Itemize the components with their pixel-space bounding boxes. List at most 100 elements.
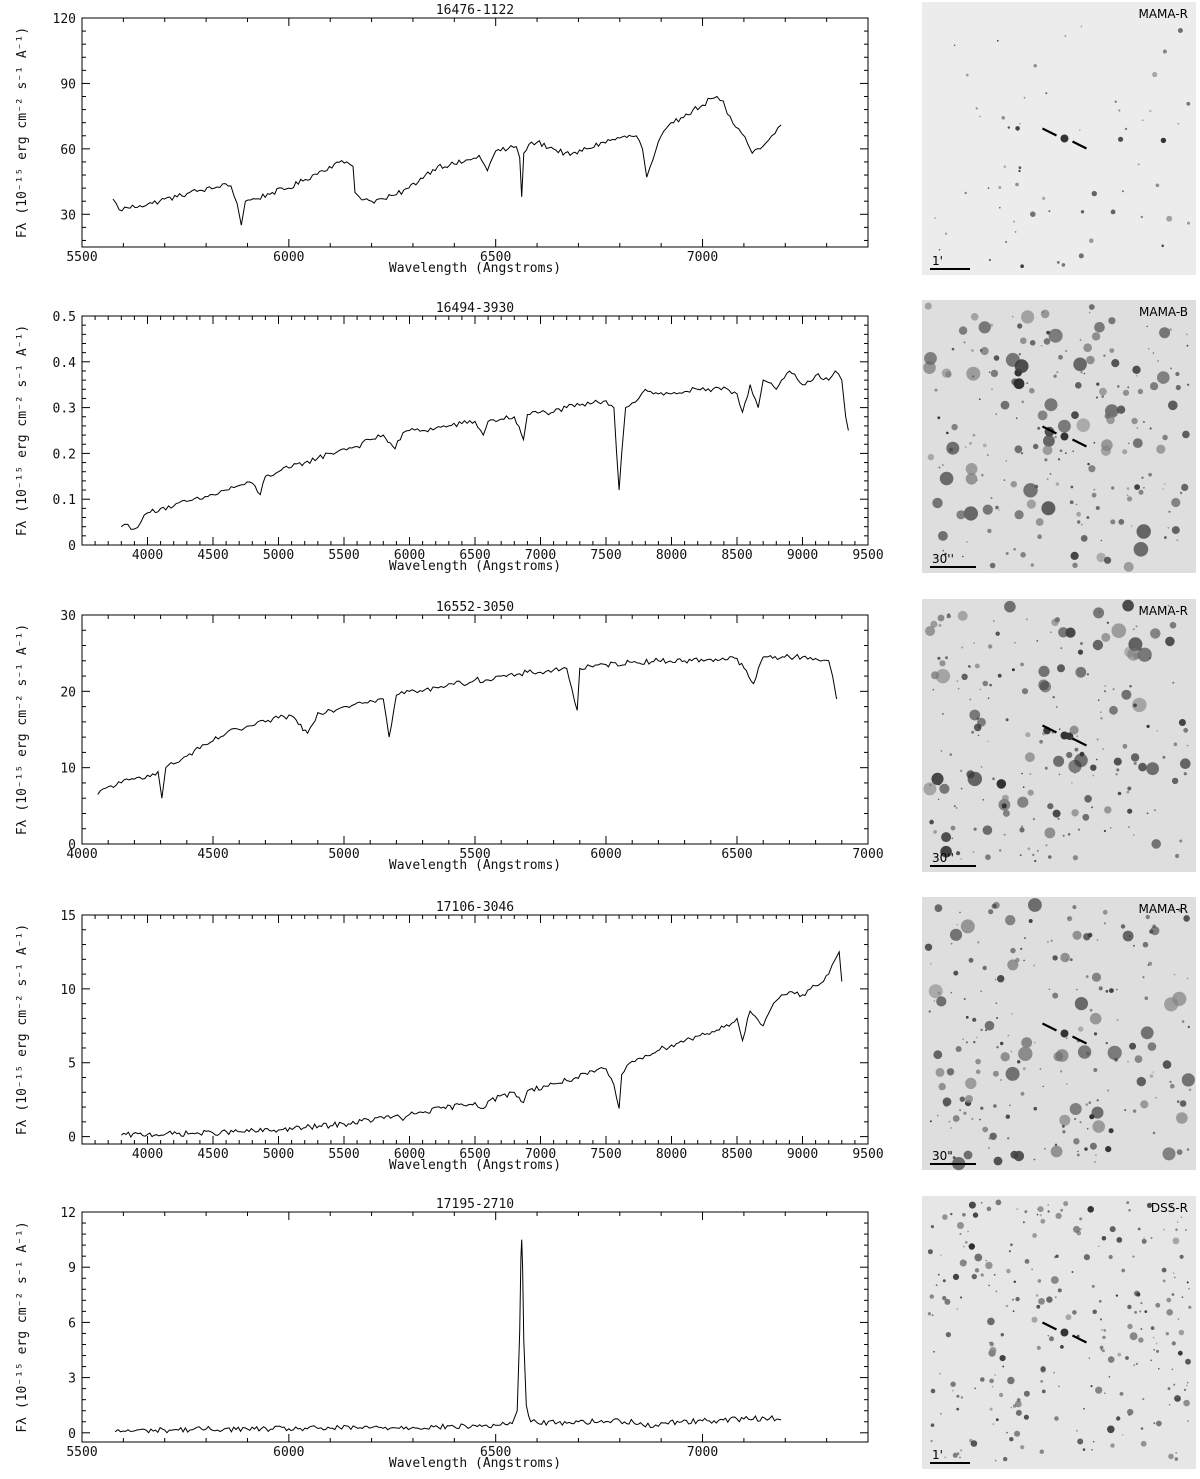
x-tick-label: 4500 <box>197 847 228 862</box>
field-star <box>1116 1019 1119 1022</box>
field-star <box>1041 501 1056 516</box>
field-star <box>963 998 966 1000</box>
field-star <box>1104 1392 1106 1394</box>
field-star <box>995 1418 999 1422</box>
field-star <box>1146 325 1148 328</box>
field-star <box>1101 395 1104 398</box>
field-star <box>1116 1416 1121 1421</box>
field-star <box>956 1308 959 1310</box>
field-star <box>1107 1089 1110 1092</box>
field-star <box>1176 1221 1179 1223</box>
field-star <box>1183 1399 1190 1407</box>
field-star <box>1022 786 1025 788</box>
field-star <box>1058 627 1069 638</box>
field-star <box>1168 400 1178 411</box>
field-star <box>994 978 997 981</box>
field-star <box>982 680 989 687</box>
field-star <box>1003 1456 1008 1462</box>
field-star <box>1153 1422 1156 1425</box>
field-star <box>972 851 975 853</box>
field-star <box>1018 169 1021 173</box>
field-star <box>1092 639 1104 651</box>
field-star <box>1030 563 1035 567</box>
field-star <box>1083 372 1086 375</box>
field-star <box>1083 1254 1090 1261</box>
chart-panel-5: 17195-2710 5500 6000 6500 7000 0 3 6 9 12 Waveleng… <box>15 1197 869 1471</box>
field-star <box>1092 1120 1105 1133</box>
field-star <box>1127 808 1133 814</box>
field-star <box>1024 937 1026 940</box>
field-star <box>965 1041 968 1044</box>
field-star <box>1050 1145 1063 1158</box>
field-star <box>1058 1385 1060 1388</box>
field-star <box>1110 519 1116 525</box>
field-star <box>1168 1453 1174 1460</box>
field-star <box>1069 958 1073 962</box>
field-star <box>965 1095 973 1103</box>
field-star <box>1040 1380 1044 1383</box>
field-star <box>1168 510 1171 513</box>
field-star <box>1059 1114 1071 1126</box>
x-tick-label: 5000 <box>263 1147 294 1162</box>
finder-survey-label: MAMA-R <box>1138 7 1188 21</box>
field-star <box>1076 1153 1080 1157</box>
field-star <box>1035 518 1044 526</box>
field-star <box>1183 1388 1187 1391</box>
field-star <box>981 473 984 477</box>
field-star <box>965 1015 969 1019</box>
field-star <box>929 784 932 786</box>
field-star <box>1170 367 1172 370</box>
field-star <box>1077 1045 1092 1059</box>
field-star <box>1076 511 1081 517</box>
field-star <box>996 1016 999 1020</box>
target-marker <box>1041 1321 1057 1331</box>
field-star <box>1032 1233 1037 1238</box>
field-star <box>939 1372 941 1375</box>
field-star <box>1092 1440 1095 1443</box>
field-star <box>1186 1381 1189 1384</box>
field-star <box>1140 1026 1154 1040</box>
target-star <box>1060 432 1069 441</box>
field-star <box>1104 413 1111 419</box>
field-star <box>1054 617 1060 623</box>
x-tick-label: 8000 <box>656 1147 687 1162</box>
field-star <box>1048 210 1051 213</box>
chart-panel-3: 16552-3050 4000 4500 5000 5500 6000 6500 7000 0 1… <box>15 600 884 873</box>
field-star <box>1129 685 1132 688</box>
field-star <box>1076 988 1078 991</box>
field-star <box>988 1137 991 1140</box>
field-star <box>924 352 937 365</box>
x-tick-label: 6500 <box>480 250 511 265</box>
field-star <box>1071 1271 1074 1273</box>
field-star <box>1002 809 1010 817</box>
field-star <box>934 499 936 502</box>
field-star <box>1152 71 1158 78</box>
field-star <box>967 665 971 668</box>
field-star <box>950 942 953 945</box>
x-axis-label: Wavelength (Angstroms) <box>389 559 561 574</box>
field-star <box>1017 323 1023 329</box>
field-star <box>962 555 964 558</box>
x-tick-label: 5500 <box>328 548 359 563</box>
field-star <box>972 1212 979 1218</box>
field-star <box>1031 1268 1033 1271</box>
x-tick-label: 8500 <box>721 1147 752 1162</box>
field-star <box>985 854 991 860</box>
scale-label: 1' <box>932 254 943 268</box>
field-star <box>1037 410 1048 421</box>
field-star <box>1108 1128 1114 1134</box>
field-star <box>1186 1281 1189 1284</box>
field-star <box>923 361 936 375</box>
x-tick-label: 5000 <box>328 847 359 862</box>
field-star <box>1132 834 1135 836</box>
field-star <box>1060 952 1070 963</box>
field-star <box>931 1314 934 1317</box>
field-star <box>1096 758 1098 761</box>
field-star <box>946 441 960 455</box>
field-star <box>1003 479 1006 481</box>
plot-frame <box>81 315 869 546</box>
field-star <box>1047 1334 1050 1337</box>
field-star <box>991 388 993 391</box>
field-star <box>965 473 978 485</box>
field-star <box>1103 829 1106 833</box>
